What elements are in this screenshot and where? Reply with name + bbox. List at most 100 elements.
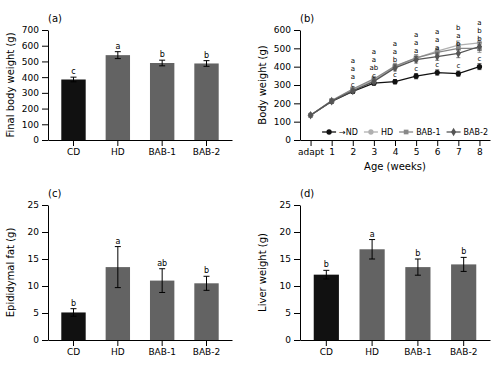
y-tick: 300 xyxy=(22,88,48,98)
y-tick-mark xyxy=(294,340,300,341)
error-bar xyxy=(456,71,460,76)
significance-letter: c xyxy=(478,55,482,63)
significance-letter: b xyxy=(160,50,165,59)
y-axis: 0510152025 xyxy=(28,200,49,345)
error-bar-segment xyxy=(115,51,121,52)
x-tick-mark xyxy=(417,340,418,346)
significance-letter: b xyxy=(204,51,209,60)
marker xyxy=(413,74,418,79)
significance-letter: c xyxy=(351,81,355,89)
x-tick-label: CD xyxy=(67,347,80,357)
error-bar-segment xyxy=(463,257,464,271)
x-tick: BAB-1 xyxy=(148,340,175,357)
y-tick: 400 xyxy=(274,62,300,72)
error-bar xyxy=(369,240,375,259)
y-tick-mark xyxy=(294,103,300,104)
y-tick: 0 xyxy=(33,135,48,145)
y-tick-label: 25 xyxy=(280,200,291,210)
y-tick-mark xyxy=(42,286,48,287)
x-tick-label: 4 xyxy=(393,147,399,157)
y-tick: 0 xyxy=(285,335,300,345)
annotations: cabb xyxy=(71,42,209,76)
marker xyxy=(477,42,482,51)
error-bar-segment xyxy=(159,268,165,269)
significance-letter: c xyxy=(393,71,397,79)
y-tick-label: 0 xyxy=(33,335,39,345)
x-tick-label: HD xyxy=(365,347,379,357)
significance-letter: a xyxy=(393,48,397,56)
series-line xyxy=(311,48,480,115)
x-tick-mark xyxy=(416,140,417,146)
significance-letter: b xyxy=(456,40,461,48)
panel-title: (b) xyxy=(300,13,314,24)
y-tick-label: 100 xyxy=(274,117,291,127)
error-bar xyxy=(159,60,165,66)
x-tick-mark xyxy=(326,340,327,346)
error-bar-segment xyxy=(204,66,210,67)
y-tick: 5 xyxy=(285,308,300,318)
y-tick-label: 700 xyxy=(22,25,39,35)
significance-letter: c xyxy=(435,61,439,69)
legend-marker xyxy=(404,130,409,135)
y-tick-mark xyxy=(42,77,48,78)
significance-letter: c xyxy=(372,72,376,80)
x-tick: HD xyxy=(365,340,379,357)
error-bar-segment xyxy=(204,290,210,291)
y-axis-title: Body weight (g) xyxy=(257,45,268,125)
series-line xyxy=(311,43,480,115)
x-tick: 8 xyxy=(477,140,483,157)
marker xyxy=(308,111,313,120)
y-axis-title: Final body weight (g) xyxy=(5,32,16,137)
x-tick: CD xyxy=(67,140,80,157)
panel-title: (d) xyxy=(300,188,314,199)
y-tick: 700 xyxy=(22,25,48,35)
significance-letter: c xyxy=(414,65,418,73)
y-tick-mark xyxy=(294,140,300,141)
error-bar xyxy=(456,41,460,49)
error-bar-segment xyxy=(417,259,418,275)
error-bar xyxy=(204,61,210,67)
y-tick: 100 xyxy=(22,120,48,130)
x-tick-mark xyxy=(372,340,373,346)
y-tick-mark xyxy=(294,122,300,123)
y-tick-label: 200 xyxy=(22,104,39,114)
y-tick-mark xyxy=(294,286,300,287)
series xyxy=(308,42,482,119)
y-tick-mark xyxy=(42,46,48,47)
annotations: baabb xyxy=(71,237,209,308)
x-tick-label: BAB-1 xyxy=(148,147,175,157)
y-tick: 25 xyxy=(28,200,48,210)
series xyxy=(308,44,482,117)
legend-label: HD xyxy=(381,128,393,137)
bar xyxy=(150,63,174,140)
plot-marks xyxy=(61,52,218,140)
error-bar xyxy=(456,49,460,57)
y-tick: 0 xyxy=(285,135,300,145)
error-bar-segment xyxy=(117,52,118,59)
plot-marks xyxy=(308,39,482,120)
legend-marker xyxy=(368,129,373,134)
x-tick: 5 xyxy=(414,140,420,157)
legend-marker xyxy=(451,128,456,137)
x-tick: adapt xyxy=(298,140,324,157)
x-tick-mark xyxy=(353,140,354,146)
legend-item: BAB-1 xyxy=(399,128,440,137)
x-tick: 4 xyxy=(393,140,399,157)
panel: adapt12345678Age (weeks)0100200300400500… xyxy=(257,13,491,172)
y-tick: 200 xyxy=(274,99,300,109)
x-tick-mark xyxy=(73,140,74,146)
y-tick-label: 15 xyxy=(280,254,291,264)
bar xyxy=(194,63,218,140)
annotations: caaacabaacbaacaaacaaacbabcbba xyxy=(351,19,483,88)
x-tick-label: 6 xyxy=(435,147,441,157)
error-bar xyxy=(70,77,76,82)
x-tick-mark xyxy=(311,140,312,146)
x-tick: BAB-2 xyxy=(193,140,220,157)
x-tick-label: 1 xyxy=(329,147,335,157)
significance-letter: a xyxy=(435,44,439,52)
y-tick-label: 0 xyxy=(33,135,39,145)
x-tick-label: BAB-2 xyxy=(193,347,220,357)
error-bar xyxy=(435,70,439,75)
x-tick-mark xyxy=(117,340,118,346)
y-tick-mark xyxy=(294,259,300,260)
